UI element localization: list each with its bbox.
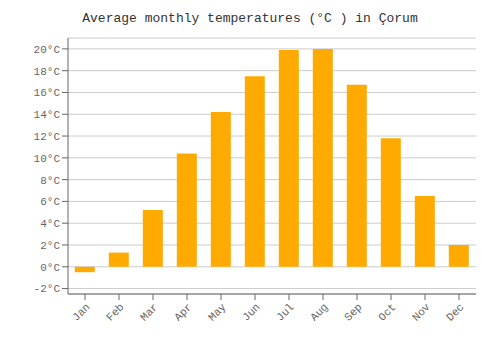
svg-text:Jan: Jan — [70, 301, 92, 323]
svg-text:2°C: 2°C — [40, 240, 60, 252]
svg-text:0°C: 0°C — [40, 262, 60, 274]
svg-text:6°C: 6°C — [40, 196, 60, 208]
svg-text:18°C: 18°C — [34, 66, 61, 78]
svg-text:14°C: 14°C — [34, 109, 61, 121]
html-text:Average monthly temperatures (: Average monthly temperatures (°C ) in Ço… — [82, 11, 418, 26]
svg-text:May: May — [206, 301, 229, 324]
svg-text:Sep: Sep — [342, 301, 364, 323]
svg-text:-2°C: -2°C — [34, 283, 61, 295]
svg-text:Jun: Jun — [240, 301, 262, 323]
svg-text:4°C: 4°C — [40, 218, 60, 230]
svg-text:Jul: Jul — [274, 301, 296, 323]
svg-text:Dec: Dec — [444, 301, 466, 323]
svg-text:Feb: Feb — [104, 301, 126, 323]
svg-text:8°C: 8°C — [40, 175, 60, 187]
svg-text:Oct: Oct — [376, 301, 398, 323]
svg-text:20°C: 20°C — [34, 44, 61, 56]
svg-text:Aug: Aug — [308, 301, 330, 323]
svg-text:Mar: Mar — [138, 301, 160, 323]
svg-text:10°C: 10°C — [34, 153, 61, 165]
svg-text:12°C: 12°C — [34, 131, 61, 143]
svg-text:Apr: Apr — [172, 301, 194, 323]
svg-text:Nov: Nov — [410, 301, 433, 324]
svg-text:16°C: 16°C — [34, 87, 61, 99]
